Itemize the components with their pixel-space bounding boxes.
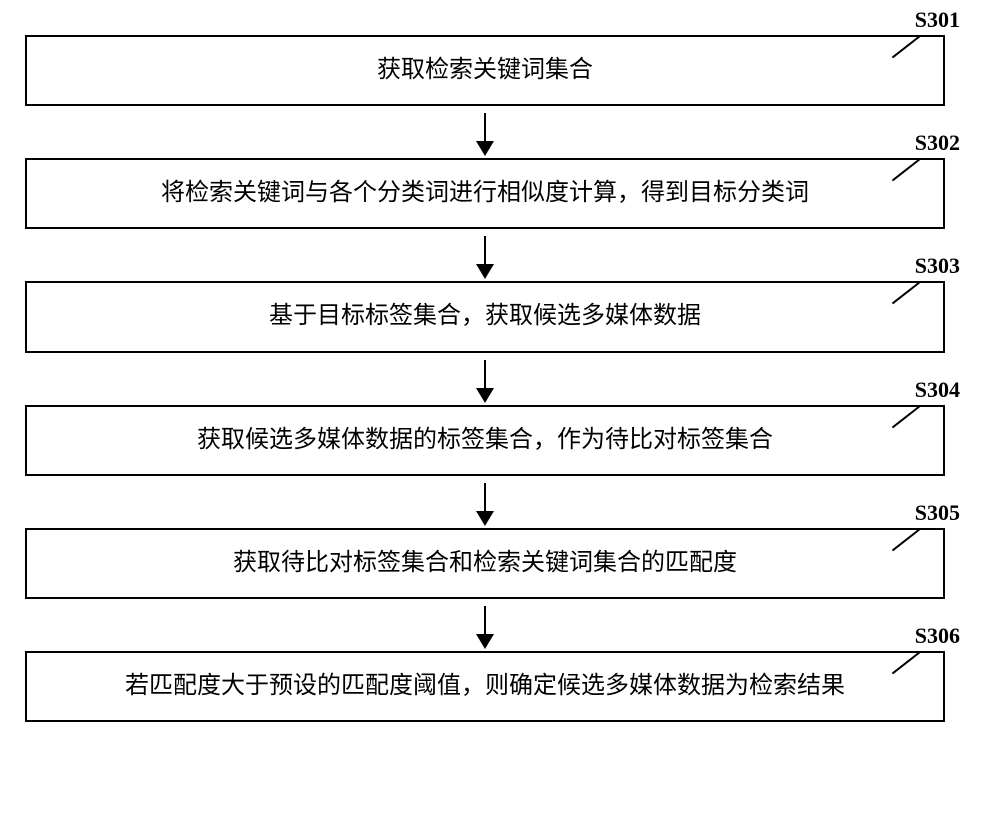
step-4-label: S304 (915, 377, 960, 403)
step-4-group: S304 获取候选多媒体数据的标签集合，作为待比对标签集合 (25, 405, 975, 476)
step-6-box: 若匹配度大于预设的匹配度阈值，则确定候选多媒体数据为检索结果 (25, 651, 945, 722)
arrow-1 (25, 106, 945, 158)
step-1-group: S301 获取检索关键词集合 (25, 35, 975, 106)
step-2-box: 将检索关键词与各个分类词进行相似度计算，得到目标分类词 (25, 158, 945, 229)
step-6-group: S306 若匹配度大于预设的匹配度阈值，则确定候选多媒体数据为检索结果 (25, 651, 975, 722)
flowchart-container: S301 获取检索关键词集合 S302 将检索关键词与各个分类词进行相似度计算，… (25, 35, 975, 722)
step-6-text: 若匹配度大于预设的匹配度阈值，则确定候选多媒体数据为检索结果 (125, 671, 845, 702)
step-2-label: S302 (915, 130, 960, 156)
arrow-2 (25, 229, 945, 281)
step-3-box: 基于目标标签集合，获取候选多媒体数据 (25, 281, 945, 352)
step-2-text: 将检索关键词与各个分类词进行相似度计算，得到目标分类词 (161, 178, 809, 209)
arrow-3 (25, 353, 945, 405)
step-3-group: S303 基于目标标签集合，获取候选多媒体数据 (25, 281, 975, 352)
step-1-text: 获取检索关键词集合 (377, 55, 593, 86)
arrow-5 (25, 599, 945, 651)
step-1-label: S301 (915, 7, 960, 33)
step-3-text: 基于目标标签集合，获取候选多媒体数据 (269, 301, 701, 332)
step-6-label: S306 (915, 623, 960, 649)
arrow-head (476, 388, 494, 403)
arrow-4 (25, 476, 945, 528)
arrow-head (476, 511, 494, 526)
step-5-group: S305 获取待比对标签集合和检索关键词集合的匹配度 (25, 528, 975, 599)
arrow-head (476, 141, 494, 156)
arrow-head (476, 264, 494, 279)
step-1-box: 获取检索关键词集合 (25, 35, 945, 106)
arrow-head (476, 634, 494, 649)
step-4-box: 获取候选多媒体数据的标签集合，作为待比对标签集合 (25, 405, 945, 476)
step-5-text: 获取待比对标签集合和检索关键词集合的匹配度 (233, 548, 737, 579)
step-4-text: 获取候选多媒体数据的标签集合，作为待比对标签集合 (197, 425, 773, 456)
step-3-label: S303 (915, 253, 960, 279)
step-5-label: S305 (915, 500, 960, 526)
step-5-box: 获取待比对标签集合和检索关键词集合的匹配度 (25, 528, 945, 599)
step-2-group: S302 将检索关键词与各个分类词进行相似度计算，得到目标分类词 (25, 158, 975, 229)
